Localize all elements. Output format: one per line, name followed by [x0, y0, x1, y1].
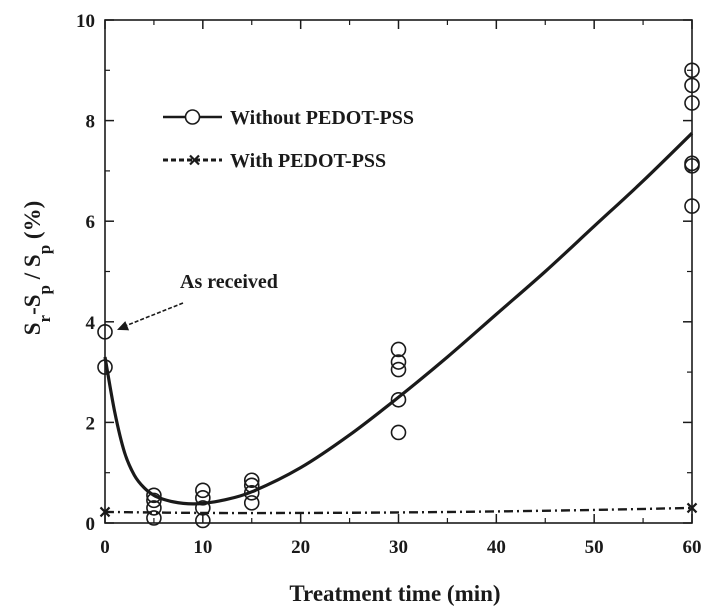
fit-curve-with-pedot-pss [104, 506, 693, 515]
y-tick-label: 10 [76, 11, 95, 32]
data-point-without-pedot-pss [390, 424, 407, 441]
x-marker-stroke [99, 506, 111, 518]
data-point-without-pedot-pss [243, 472, 260, 489]
data-point-without-pedot-pss [146, 500, 162, 516]
y-label-part: -S [20, 294, 45, 314]
x-marker-stroke [189, 154, 200, 166]
data-point-without-pedot-pss [684, 198, 700, 214]
y-label-part: / S [20, 254, 45, 285]
y-axis-ticks: 0 2 4 6 8 10 [76, 11, 692, 535]
annotation-arrow-line [122, 302, 184, 328]
legend-label-without-pedot-pss: Without PEDOT-PSS [230, 107, 414, 129]
y-tick-label: 4 [86, 313, 96, 334]
y-label-part: (%) [20, 201, 45, 245]
y-label-subscript: r [35, 314, 54, 322]
data-point-without-pedot-pss [243, 477, 260, 494]
x-tick-label: 40 [487, 537, 506, 558]
legend-label-with-pedot-pss: With PEDOT-PSS [230, 150, 386, 172]
y-tick-label: 8 [86, 112, 96, 133]
data-point-with-pedot-pss [686, 502, 698, 514]
data-point-without-pedot-pss [146, 487, 162, 504]
fit-curves [103, 132, 694, 515]
data-point-without-pedot-pss [195, 490, 211, 506]
y-tick-label: 2 [86, 413, 96, 434]
data-point-without-pedot-pss [390, 391, 407, 408]
annotation-text: As received [180, 271, 278, 293]
x-marker-stroke [686, 502, 698, 514]
data-point-without-pedot-pss [684, 95, 700, 111]
x-axis-label: Treatment time (min) [289, 581, 500, 606]
data-point-without-pedot-pss [243, 485, 260, 501]
data-point-without-pedot-pss [684, 158, 700, 174]
data-point-without-pedot-pss [390, 354, 407, 370]
legend-marker-without-pedot-pss [184, 109, 201, 125]
x-tick-label: 10 [193, 537, 212, 558]
y-tick-label: 0 [86, 514, 96, 535]
data-point-without-pedot-pss [146, 492, 162, 509]
data-point-without-pedot-pss [390, 341, 407, 358]
data-point-without-pedot-pss [243, 495, 260, 511]
legend-marker-with-pedot-pss [189, 154, 200, 166]
data-point-without-pedot-pss [684, 77, 700, 94]
y-label-part: S [20, 322, 45, 335]
data-markers [97, 62, 700, 529]
x-tick-label: 30 [389, 537, 408, 558]
data-point-without-pedot-pss [97, 359, 113, 375]
y-label-subscript: p [35, 245, 54, 254]
data-point-without-pedot-pss [195, 512, 211, 529]
x-tick-label: 20 [291, 537, 310, 558]
data-point-without-pedot-pss [684, 62, 700, 79]
data-point-without-pedot-pss [195, 500, 211, 516]
x-tick-label: 50 [585, 537, 604, 558]
x-tick-label: 0 [100, 537, 110, 558]
data-point-with-pedot-pss [99, 506, 111, 518]
data-point-without-pedot-pss [146, 510, 162, 526]
data-point-without-pedot-pss [195, 482, 211, 499]
legend: Without PEDOT-PSS With PEDOT-PSS [163, 107, 414, 172]
y-tick-label: 6 [86, 212, 96, 233]
annotation: As received [117, 271, 278, 331]
annotation-arrow-head [117, 321, 130, 331]
y-label-subscript: p [35, 285, 54, 294]
fit-curve-without-pedot-pss [103, 132, 694, 506]
x-axis-ticks: 0 10 20 30 40 50 60 [100, 20, 702, 558]
x-tick-label: 60 [683, 537, 702, 558]
data-point-without-pedot-pss [97, 324, 113, 340]
data-point-without-pedot-pss [390, 361, 407, 378]
y-axis-label: Sr-Sp / Sp (%) [20, 201, 54, 336]
